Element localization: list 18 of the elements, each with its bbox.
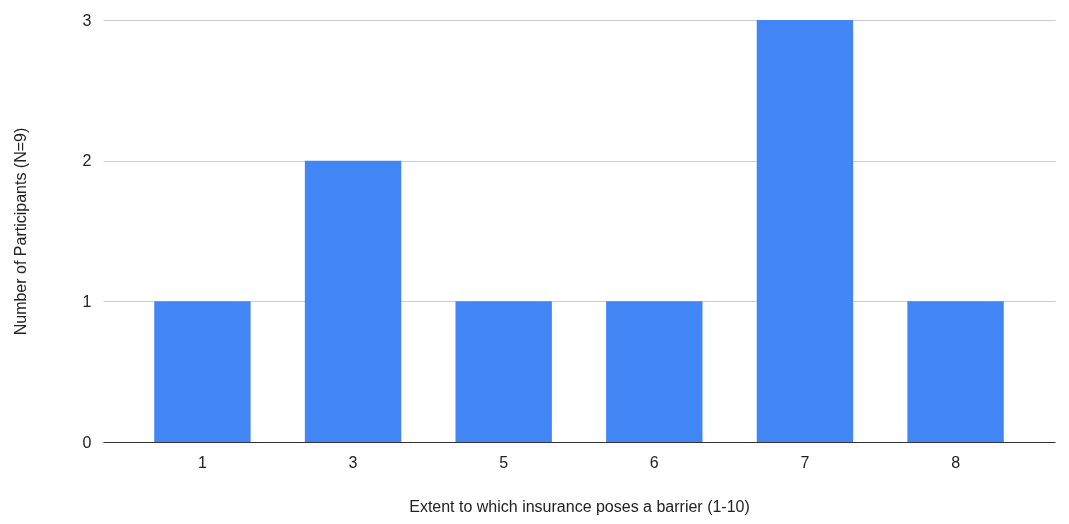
y-axis-title: Number of Participants (N=9) <box>11 127 29 336</box>
y-tick-label: 2 <box>82 152 92 170</box>
bar <box>304 160 402 442</box>
x-tick-label: 6 <box>649 453 659 471</box>
x-tick-label: 1 <box>197 453 207 471</box>
bar <box>154 301 251 442</box>
bar <box>455 301 552 442</box>
bar <box>756 20 854 442</box>
x-tick-label: 3 <box>348 453 358 471</box>
y-tick-label: 1 <box>82 292 92 310</box>
bar <box>907 301 1004 442</box>
x-axis-title: Extent to which insurance poses a barrier (1-10) <box>409 497 750 515</box>
x-tick-label: 7 <box>800 453 810 471</box>
x-tick-label: 8 <box>951 453 961 471</box>
y-tick-label: 0 <box>82 433 92 451</box>
x-tick-label: 5 <box>499 453 509 471</box>
y-tick-label: 3 <box>82 11 92 29</box>
bar <box>606 301 703 442</box>
